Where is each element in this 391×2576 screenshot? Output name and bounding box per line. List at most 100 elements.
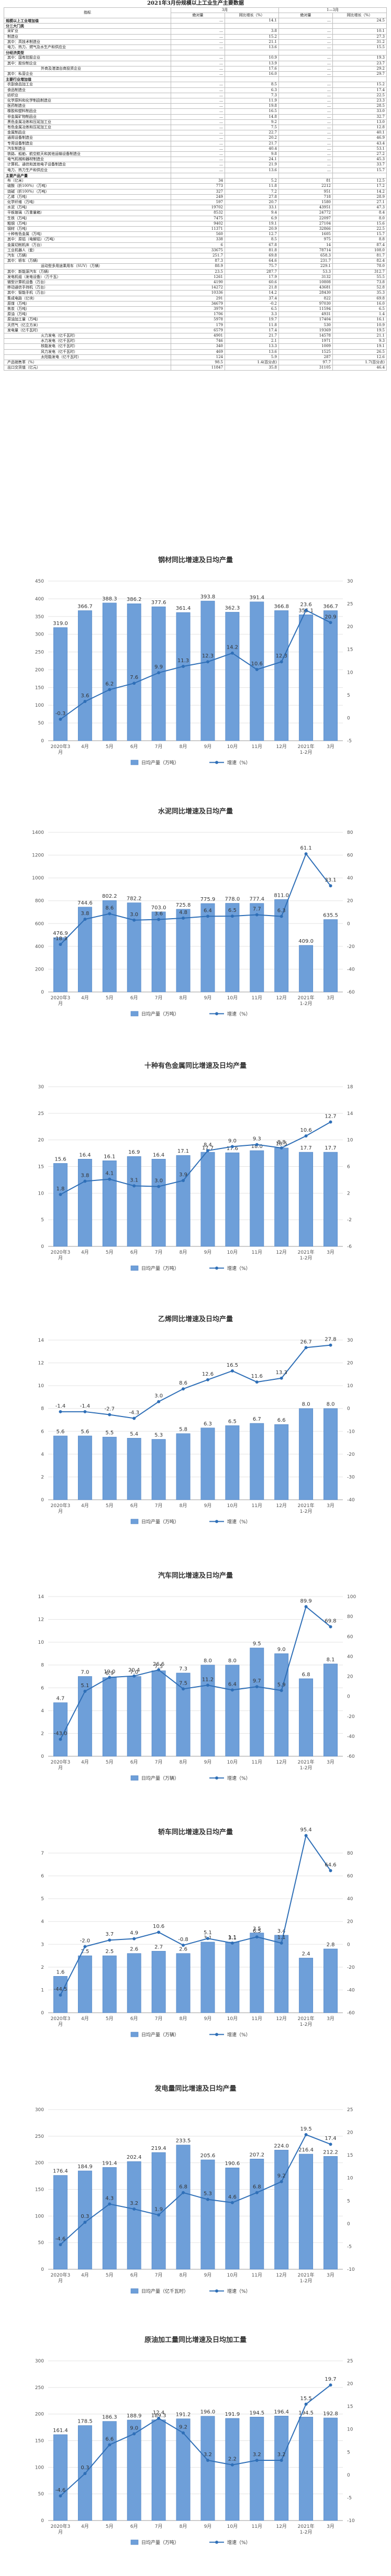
growth-point — [230, 915, 234, 918]
category-label: 12月 — [276, 2016, 286, 2022]
bar — [200, 1665, 215, 1757]
category-label: 12月 — [276, 744, 286, 750]
row-value: … — [171, 140, 225, 147]
row-value: 27.8 — [225, 194, 279, 200]
bar — [77, 2170, 92, 2270]
row-value: 1706 — [171, 311, 225, 318]
table-header-row: 指标 3月 1—3月 — [4, 7, 387, 18]
row-value: … — [171, 34, 225, 40]
row-label: 风力发电（亿千瓦时） — [4, 349, 171, 355]
category-label: 3月 — [327, 1503, 334, 1509]
growth-point — [329, 1120, 332, 1124]
legend-swatch-bar — [130, 2032, 139, 2037]
growth-value-label: 4.9 — [130, 1931, 138, 1936]
row-value: 3979 — [171, 306, 225, 313]
row-label: 集成电路（亿块） — [4, 295, 171, 302]
growth-value-label: 33.1 — [325, 877, 336, 883]
row-value: 6.3 — [225, 87, 279, 93]
row-value: 10.9 — [332, 322, 387, 328]
table-row: 硫酸（折100%）（万吨） 773 11.8 2212 17.2 — [4, 183, 387, 189]
row-value: … — [278, 151, 333, 158]
left-tick-label: 2 — [41, 1965, 44, 1970]
table-row: 橡胶和塑料制品业… 16.5… 33.0 — [4, 108, 387, 115]
row-value: 4901 — [171, 332, 225, 339]
growth-value-label: 1.1 — [277, 1935, 286, 1941]
row-value: 46.4 — [332, 365, 387, 371]
category-label: 1-2月 — [300, 2529, 312, 2535]
left-tick-label: 5 — [41, 1897, 44, 1902]
bar-value-label: 202.4 — [127, 2155, 142, 2160]
category-label: 3月 — [327, 1250, 334, 1255]
bar-value-label: 476.9 — [53, 931, 68, 936]
left-tick-label: 8 — [41, 1663, 44, 1668]
growth-point — [108, 912, 111, 916]
left-tick-label: 4 — [41, 1920, 44, 1925]
row-value: 53.3 — [278, 269, 333, 275]
row-value: … — [171, 108, 225, 115]
growth-value-label: 7.5 — [179, 1680, 187, 1686]
growth-value-label: -4.6 — [55, 2236, 66, 2242]
row-label: 移动通信手持机（万台） — [4, 285, 171, 291]
category-label: 3月 — [327, 995, 334, 1001]
row-value: 3132 — [278, 274, 333, 280]
row-label: 医药制造业 — [4, 103, 171, 109]
table-row: 外商及港澳台商投资企业… 17.6… 29.2 — [4, 65, 387, 72]
bar-value-label: 16.4 — [153, 1152, 164, 1158]
row-label: 十种有色金属（万吨） — [4, 231, 171, 238]
growth-value-label: 6.3 — [277, 908, 286, 914]
growth-value-label: 7.6 — [130, 675, 138, 681]
row-value: … — [171, 162, 225, 168]
row-value: 597 — [171, 199, 225, 206]
row-value: 1971 — [278, 338, 333, 344]
category-label: 9月 — [204, 995, 212, 1001]
row-label: 食品制造业 — [4, 87, 171, 93]
growth-point — [108, 1676, 111, 1679]
right-tick-label: 18 — [347, 1085, 353, 1090]
table-row: 主要行业增加值 — [4, 76, 387, 83]
growth-value-label: 10.6 — [300, 1128, 311, 1133]
category-label: 月 — [58, 2022, 63, 2027]
table-row: 汽车（万辆） 251.7 69.8 658.3 81.7 — [4, 252, 387, 259]
header-march: 3月 — [171, 7, 279, 13]
table-row: 金属制品业… 22.7… 40.1 — [4, 130, 387, 136]
bar — [250, 2416, 264, 2521]
right-tick-label: 15 — [347, 2404, 353, 2410]
left-tick-label: 1 — [41, 1988, 44, 1993]
row-value: 40.4 — [225, 146, 279, 152]
growth-value-label: 3.8 — [81, 1173, 89, 1178]
bar-value-label: 366.7 — [77, 604, 93, 609]
row-value — [332, 172, 387, 179]
row-value: 28.9 — [332, 194, 387, 200]
row-value: 67.8 — [225, 242, 279, 248]
bar-value-label: 191.2 — [176, 2412, 191, 2418]
row-value: 64.6 — [225, 258, 279, 264]
bar-value-label: 8.0 — [327, 1402, 335, 1408]
row-value: 87.3 — [171, 258, 225, 264]
row-value: 19702 — [171, 205, 225, 211]
row-value: 7475 — [171, 215, 225, 221]
growth-value-label: 3.0 — [154, 1178, 163, 1184]
row-value: 6.5 — [225, 306, 279, 313]
right-tick-label: 10 — [347, 1138, 353, 1143]
row-value: 11.9 — [225, 98, 279, 104]
growth-point — [304, 1605, 308, 1609]
bar — [274, 1424, 289, 1500]
table-row: 电气机械和器材制造业… 24.1… 45.3 — [4, 157, 387, 163]
bar — [225, 1665, 240, 1757]
category-label: 10月 — [227, 1250, 238, 1255]
bar — [77, 907, 92, 993]
growth-point — [132, 682, 136, 685]
row-value: … — [278, 87, 333, 93]
row-value: 8.5 — [225, 237, 279, 243]
row-value: 560 — [171, 231, 225, 238]
table-row: 生铁（万吨） 7475 6.9 22097 8.0 — [4, 215, 387, 221]
row-value: 20.9 — [225, 226, 279, 232]
bar — [225, 903, 240, 993]
legend-swatch-bar — [130, 2288, 139, 2294]
right-tick-label: -40 — [347, 1988, 355, 1993]
row-value: 13.6 — [225, 349, 279, 355]
row-label: 纺织业 — [4, 92, 171, 99]
row-value: 14272 — [171, 285, 225, 291]
chart-svg: 原油加工量同比增速及日均加工量 0 50 100 150 200 250 300 -10 -5 0 5… — [35, 2336, 355, 2546]
category-label: 1-2月 — [300, 1509, 312, 1514]
